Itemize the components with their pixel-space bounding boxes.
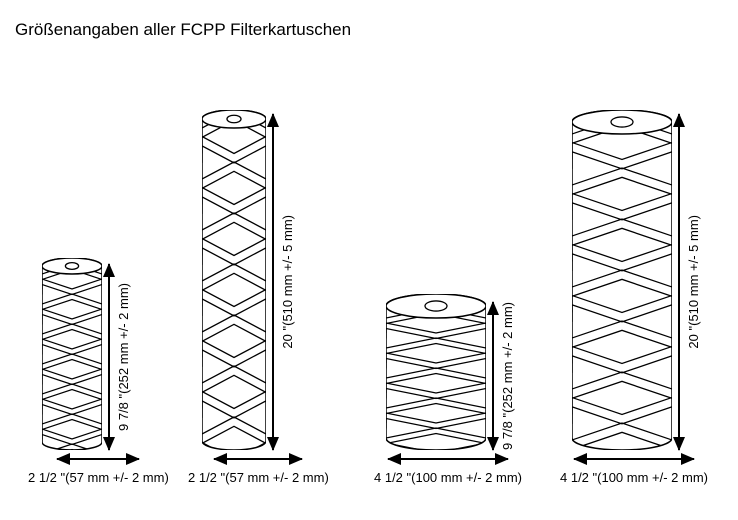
cartridge-c2 — [202, 110, 266, 450]
cylinder-icon — [42, 258, 102, 450]
dimension-arrow-icon — [574, 458, 694, 460]
cartridge-c3 — [386, 294, 486, 450]
height-dimension: 20 "(510 mm +/- 5 mm) — [678, 114, 701, 450]
dimension-arrow-icon — [678, 114, 680, 450]
width-dimension: 2 1/2 "(57 mm +/- 2 mm) — [28, 458, 169, 485]
width-label: 2 1/2 "(57 mm +/- 2 mm) — [28, 470, 169, 485]
dimension-arrow-icon — [388, 458, 508, 460]
height-label: 20 "(510 mm +/- 5 mm) — [686, 215, 701, 349]
height-label: 20 "(510 mm +/- 5 mm) — [280, 215, 295, 349]
height-label: 9 7/8 "(252 mm +/- 2 mm) — [500, 302, 515, 450]
height-label: 9 7/8 "(252 mm +/- 2 mm) — [116, 283, 131, 431]
dimension-arrow-icon — [108, 264, 110, 450]
dimension-arrow-icon — [492, 302, 494, 450]
cylinder-icon — [202, 110, 266, 450]
cylinder-icon — [572, 110, 672, 450]
page-title: Größenangaben aller FCPP Filterkartusche… — [15, 20, 728, 40]
diagram-area: 9 7/8 "(252 mm +/- 2 mm) 2 1/2 "(57 mm +/… — [10, 60, 728, 500]
height-dimension: 9 7/8 "(252 mm +/- 2 mm) — [108, 264, 131, 450]
dimension-arrow-icon — [57, 458, 139, 460]
width-label: 4 1/2 "(100 mm +/- 2 mm) — [374, 470, 522, 485]
height-dimension: 20 "(510 mm +/- 5 mm) — [272, 114, 295, 450]
dimension-arrow-icon — [272, 114, 274, 450]
cartridge-c4 — [572, 110, 672, 450]
width-dimension: 4 1/2 "(100 mm +/- 2 mm) — [374, 458, 522, 485]
dimension-arrow-icon — [214, 458, 302, 460]
height-dimension: 9 7/8 "(252 mm +/- 2 mm) — [492, 302, 515, 450]
width-label: 4 1/2 "(100 mm +/- 2 mm) — [560, 470, 708, 485]
width-dimension: 4 1/2 "(100 mm +/- 2 mm) — [560, 458, 708, 485]
width-label: 2 1/2 "(57 mm +/- 2 mm) — [188, 470, 329, 485]
cylinder-icon — [386, 294, 486, 450]
cartridge-c1 — [42, 258, 102, 450]
width-dimension: 2 1/2 "(57 mm +/- 2 mm) — [188, 458, 329, 485]
